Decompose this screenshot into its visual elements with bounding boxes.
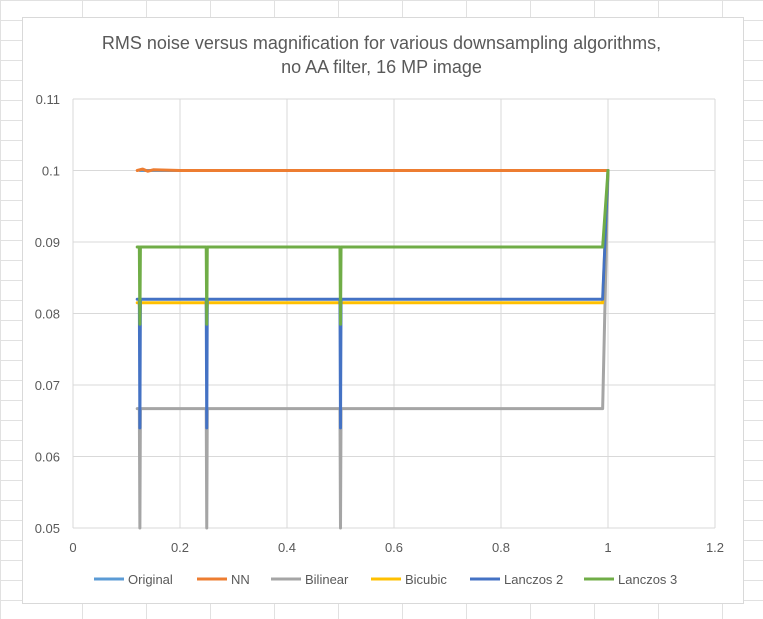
chart-area[interactable] [22,17,744,604]
x-tick-label: 0.4 [278,540,296,555]
y-tick-label: 0.06 [35,450,60,465]
legend-label: Bilinear [305,572,349,587]
legend-label: Bicubic [405,572,447,587]
y-tick-label: 0.08 [35,307,60,322]
legend-item-bilinear[interactable]: Bilinear [271,572,349,587]
legend-item-lanczos-3[interactable]: Lanczos 3 [584,572,677,587]
chart-title-line-2: no AA filter, 16 MP image [281,57,482,77]
legend-label: Original [128,572,173,587]
y-tick-label: 0.07 [35,378,60,393]
x-tick-label: 1.2 [706,540,724,555]
y-tick-label: 0.1 [42,164,60,179]
y-tick-label: 0.05 [35,521,60,536]
x-tick-label: 1 [604,540,611,555]
legend-label: Lanczos 3 [618,572,677,587]
legend-item-nn[interactable]: NN [197,572,250,587]
legend-item-bicubic[interactable]: Bicubic [371,572,447,587]
series-line-lanczos-3 [135,169,610,326]
legend-item-original[interactable]: Original [94,572,173,587]
series-line-bilinear [135,169,610,530]
x-tick-label: 0.2 [171,540,189,555]
y-tick-label: 0.11 [36,92,60,107]
y-tick-label: 0.09 [35,235,60,250]
x-tick-label: 0.6 [385,540,403,555]
series-line-nn [135,167,610,173]
x-tick-label: 0 [69,540,76,555]
legend-item-lanczos-2[interactable]: Lanczos 2 [470,572,563,587]
legend-label: Lanczos 2 [504,572,563,587]
legend-label: NN [231,572,250,587]
chart-title-line-1: RMS noise versus magnification for vario… [101,33,662,53]
x-tick-label: 0.8 [492,540,510,555]
series-line-lanczos-2 [135,169,610,430]
